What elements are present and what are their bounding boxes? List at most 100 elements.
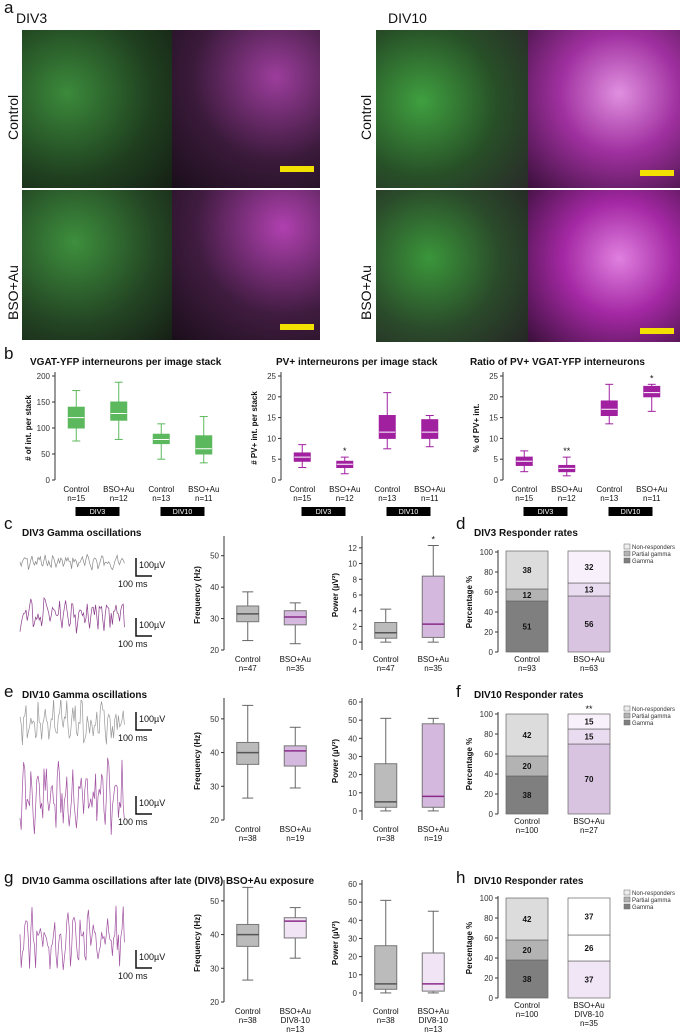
- segment-label: 15: [585, 718, 594, 727]
- x-tick-label: BSO+Au: [551, 485, 582, 494]
- segment-label: 13: [585, 586, 594, 595]
- x-tick-label: n=38: [239, 1016, 258, 1025]
- y-tick-label: 200: [37, 372, 51, 381]
- x-tick-label: BSO+Au: [573, 1001, 604, 1010]
- significance: **: [585, 704, 593, 714]
- x-tick-label: Control: [148, 485, 174, 494]
- box: [236, 741, 260, 765]
- segment-label: 38: [523, 566, 532, 575]
- segment-label: 37: [585, 976, 594, 985]
- y-tick-label: 60: [348, 880, 357, 889]
- group-label: DIV10: [399, 509, 419, 516]
- y-tick-label: 0: [489, 648, 494, 657]
- trace: [19, 700, 125, 746]
- scale-bar: [135, 950, 152, 969]
- box: [374, 622, 398, 639]
- stack-segment: [505, 897, 549, 941]
- y-axis-label: Frequency (Hz): [193, 732, 202, 790]
- stack-segment: [505, 775, 549, 815]
- segment-label: 20: [523, 762, 532, 771]
- x-tick-label: BSO+Au: [414, 485, 445, 494]
- y-axis-label: Frequency (Hz): [193, 566, 202, 624]
- stack-segment: [567, 897, 611, 936]
- x-tick-label: n=27: [580, 826, 599, 835]
- x-tick-label: n=47: [239, 664, 258, 673]
- x-tick-label: Control: [511, 485, 537, 494]
- box: [283, 745, 307, 767]
- stack-segment: [505, 600, 549, 653]
- trace: [19, 553, 125, 571]
- scale-bar: [135, 558, 152, 577]
- legend-swatch: [623, 557, 631, 564]
- y-axis-label: % of PV+ int.: [472, 404, 481, 453]
- y-tick-label: 20: [348, 953, 357, 962]
- x-tick-label: DIV8-10: [574, 1010, 604, 1019]
- stack-segment: [567, 595, 611, 653]
- legend-label: Gamma: [632, 721, 654, 727]
- segment-label: 42: [523, 915, 532, 924]
- segment-label: 32: [585, 563, 594, 572]
- x-tick-label: n=19: [424, 834, 443, 843]
- scale-time: 100 ms: [118, 639, 148, 649]
- scale-voltage: 100µV: [139, 798, 165, 808]
- x-tick-label: BSO+Au: [418, 825, 449, 834]
- y-tick-label: 40: [484, 954, 493, 963]
- box: [421, 952, 445, 992]
- group-label: DIV10: [173, 509, 193, 516]
- y-tick-label: 60: [348, 698, 357, 707]
- stack-segment: [567, 934, 611, 962]
- y-axis-label: Power (µV²): [331, 921, 340, 966]
- x-tick-label: BSO+Au: [636, 485, 667, 494]
- y-tick-label: 40: [484, 770, 493, 779]
- y-axis-label: Frequency (Hz): [193, 914, 202, 972]
- box: [110, 401, 128, 421]
- y-tick-label: 20: [484, 790, 493, 799]
- y-tick-label: 15: [267, 414, 276, 423]
- x-tick-label: n=38: [377, 1016, 396, 1025]
- y-tick-label: 10: [348, 560, 357, 569]
- trace: [19, 597, 125, 634]
- scale-voltage: 100µV: [139, 952, 165, 962]
- y-tick-label: 100: [37, 424, 51, 433]
- group-label: DIV3: [538, 509, 554, 516]
- micrograph-div10-control-green: [376, 30, 528, 188]
- stack-segment: [567, 713, 611, 730]
- y-tick-label: 30: [348, 752, 357, 761]
- segment-label: 15: [585, 733, 594, 742]
- chart-d: 0 20 40 60 80 100 Percentage % 51 12 38 Controln=9…: [465, 543, 675, 673]
- x-tick-label: DIV8-10: [281, 1016, 311, 1025]
- legend-swatch: [623, 550, 631, 557]
- x-tick-label: Control: [235, 825, 261, 834]
- panel-h-letter: h: [456, 868, 466, 887]
- y-tick-label: 0: [46, 476, 51, 485]
- legend-swatch: [623, 889, 631, 896]
- panel-b-letter: b: [4, 344, 14, 363]
- y-tick-label: 30: [210, 964, 219, 973]
- scale-bar: [280, 166, 314, 172]
- y-tick-label: 25: [489, 372, 498, 381]
- trace: [19, 757, 125, 835]
- x-tick-label: n=11: [643, 494, 661, 503]
- box: [283, 610, 307, 626]
- x-tick-label: BSO+Au: [418, 1007, 449, 1016]
- scale-time: 100 ms: [118, 579, 148, 589]
- x-tick-label: n=93: [518, 664, 537, 673]
- y-tick-label: 50: [348, 898, 357, 907]
- x-tick-label: BSO+Au: [329, 485, 360, 494]
- legend-label: Non-responders: [632, 707, 675, 713]
- chart-f: 0 20 40 60 80 100 Percentage % 38 20 42 Controln=1…: [465, 704, 675, 835]
- scale-bar: [280, 324, 314, 330]
- row-label-bso-div10: BSO+Au: [358, 265, 374, 320]
- panel-e-letter: e: [4, 682, 14, 701]
- box: [283, 917, 307, 939]
- x-tick-label: n=13: [152, 494, 171, 503]
- segment-label: 38: [523, 791, 532, 800]
- group-label: DIV3: [316, 509, 332, 516]
- y-tick-label: 25: [267, 372, 276, 381]
- y-tick-label: 150: [37, 398, 51, 407]
- legend-label: Partial gamma: [632, 898, 671, 904]
- panel-a-letter: a: [4, 0, 14, 17]
